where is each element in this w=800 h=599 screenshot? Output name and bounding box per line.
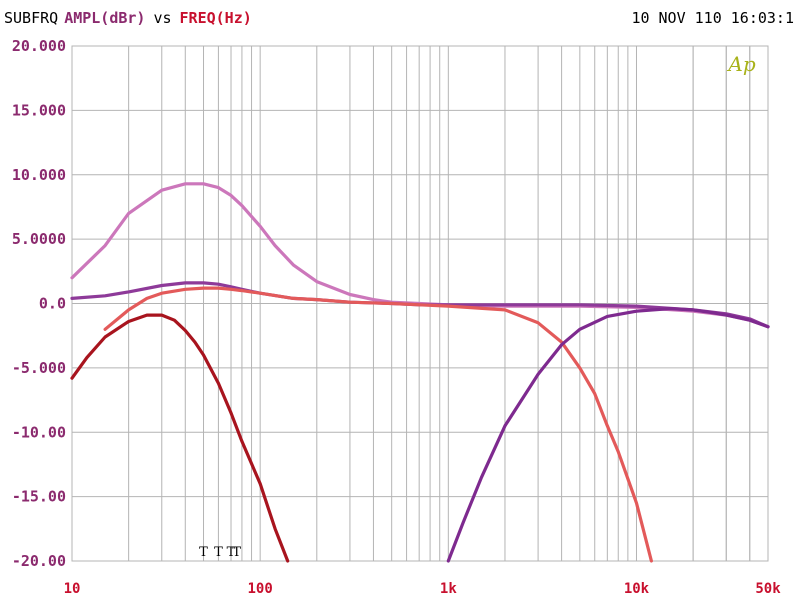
filter-marker: T [214, 545, 223, 560]
y-tick-label: 0.0 [39, 295, 66, 313]
header-vs: vs [153, 9, 171, 27]
series-group [70, 182, 770, 563]
header-title: SUBFRQ AMPL(dBr) vs FREQ(Hz) [4, 9, 252, 27]
header-yquantity: AMPL(dBr) [64, 9, 145, 27]
x-tick-labels: 10 100 1k 10k 50k [64, 581, 782, 597]
header-timestamp: 10 NOV 110 16:03:1 [631, 9, 794, 27]
filter-markers: T T TT [199, 545, 241, 560]
series-line-5 [446, 307, 770, 563]
series-line-3 [103, 286, 653, 563]
filter-marker: T [232, 545, 241, 560]
series-line-4 [70, 313, 290, 563]
y-tick-label: -5.000 [12, 359, 66, 377]
header-source: SUBFRQ [4, 9, 58, 27]
y-tick-label: -20.00 [12, 552, 66, 570]
ap-logo: Ap [726, 52, 755, 76]
plot-frame [71, 45, 769, 562]
y-tick-label: -10.00 [12, 423, 66, 441]
x-tick-label: 10 [64, 581, 81, 597]
y-tick-label: 15.000 [12, 101, 66, 119]
y-tick-label: 20.000 [12, 37, 66, 55]
y-tick-label: 10.000 [12, 166, 66, 184]
filter-marker: T [199, 545, 208, 560]
x-tick-label: 100 [248, 581, 273, 597]
x-tick-label: 1k [440, 581, 457, 597]
filter-marker: T [227, 545, 236, 560]
header-xquantity: FREQ(Hz) [180, 9, 252, 27]
y-tick-labels: 20.000 15.000 10.000 5.0000 0.0 -5.000 -10.00 -… [12, 37, 66, 570]
y-tick-label: 5.0000 [12, 230, 66, 248]
y-tick-label: -15.00 [12, 488, 66, 506]
x-tick-label: 10k [624, 581, 650, 597]
x-tick-label: 50k [755, 581, 781, 597]
